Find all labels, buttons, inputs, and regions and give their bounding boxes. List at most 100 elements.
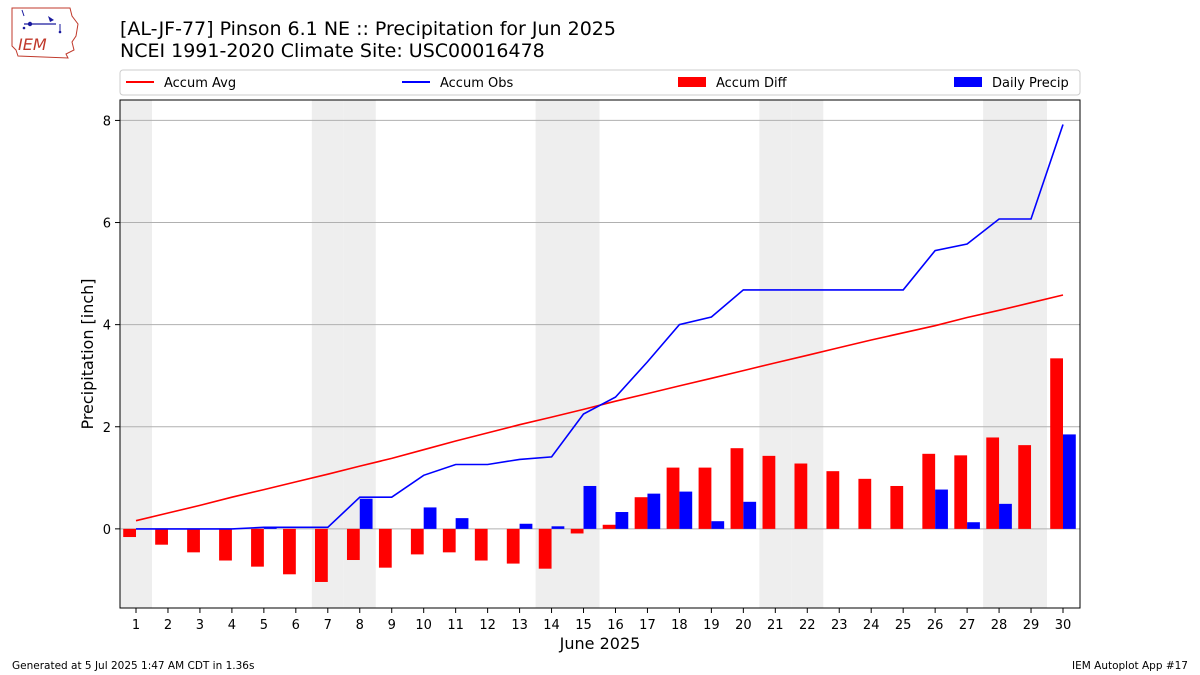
x-tick-label: 23 [831,618,848,633]
iowa-map-icon: IEM [11,7,79,59]
daily-precip-bar [423,507,437,529]
weekend-shade-band [983,100,1016,608]
x-tick-label: 2 [164,618,172,633]
x-tick-label: 26 [927,618,944,633]
accum-diff-bar [890,485,904,529]
legend-label: Daily Precip [992,76,1069,91]
legend-item: Accum Obs [402,76,513,91]
lines [135,124,1064,530]
x-axis-ticks: 1 2 3 4 5 6 7 8 9 10 11 12 13 14 15 16 17 18 19 20 21 22 23 24 2… [132,608,1071,633]
y-tick-label: 0 [103,523,111,538]
logo-text: IEM [18,35,47,54]
legend-swatch-bar [678,77,706,87]
accum-diff-bar [506,528,520,564]
weekend-shade-band [1015,100,1048,608]
daily-precip-bar [615,512,629,529]
x-tick-label: 30 [1055,618,1072,633]
weekend-shade-band [535,100,568,608]
plot-frame [119,99,1081,609]
weekend-shade-band [759,100,792,608]
x-tick-label: 17 [639,618,656,633]
daily-precip-bar [647,493,661,529]
accum-diff-bar [858,478,872,529]
x-tick-label: 14 [543,618,560,633]
daily-precip-bar [743,501,757,529]
accum-diff-bar [570,528,584,534]
x-axis-label: June 2025 [559,634,641,653]
x-tick-label: 5 [260,618,268,633]
accum-diff-bar [187,528,200,553]
x-tick-label: 11 [447,618,464,633]
x-tick-label: 25 [895,618,912,633]
weekend-shade-band [791,100,824,608]
accum-diff-bar [666,467,680,529]
chart-title: [AL-JF-77] Pinson 6.1 NE :: Precipitatio… [120,18,616,40]
accum-diff-bar [602,524,616,529]
legend-box [119,69,1081,96]
weekend-shade-band [311,100,344,608]
accum-diff-bar [986,437,1000,529]
x-tick-label: 16 [607,618,624,633]
daily-precip-bar [935,489,948,529]
accum-diff-bar [538,528,552,569]
x-tick-label: 19 [703,618,720,633]
legend-label: Accum Avg [164,76,236,91]
x-tick-label: 12 [479,618,496,633]
x-tick-label: 6 [292,618,300,633]
accum-obs-line [136,124,1064,530]
x-tick-label: 7 [324,618,332,633]
legend-label: Accum Diff [716,76,788,91]
legend: Accum Avg Accum Obs Accum Diff Daily Precip [119,69,1081,96]
generated-timestamp: Generated at 5 Jul 2025 1:47 AM CDT in 1… [12,660,255,672]
accum-diff-bar [826,471,840,529]
x-tick-label: 20 [735,618,752,633]
legend-item: Accum Diff [678,76,788,91]
daily-precip-bar [711,521,725,529]
grid-lines [120,119,1080,530]
x-tick-label: 4 [228,618,236,633]
y-tick-label: 8 [103,114,111,129]
x-tick-label: 9 [388,618,396,633]
x-tick-label: 27 [959,618,976,633]
x-tick-label: 22 [799,618,816,633]
y-tick-label: 4 [103,319,111,334]
daily-precip-bar [551,526,565,529]
x-tick-label: 1 [132,618,140,633]
accum-diff-bar [155,528,168,545]
accum-diff-bar [315,528,328,582]
accum-diff-bar [922,453,936,529]
daily-precip-bar [455,518,469,529]
y-axis-ticks: 0 2 4 6 8 [103,114,120,538]
x-tick-label: 18 [671,618,688,633]
accum-diff-bar [698,467,712,529]
legend-label: Accum Obs [440,76,513,91]
daily-precip-bar [1063,434,1076,529]
accum-diff-bar [283,528,296,575]
legend-item: Daily Precip [954,76,1069,91]
accum-diff-bar [762,455,776,529]
accum-diff-bar [1018,445,1032,529]
weekend-shade-band [120,100,152,608]
accum-diff-bar [346,528,360,561]
x-tick-label: 8 [356,618,364,633]
x-tick-label: 24 [863,618,880,633]
accum-diff-bar [219,528,232,561]
y-tick-label: 2 [103,421,111,436]
daily-precip-bar [359,498,373,529]
x-tick-label: 3 [196,618,204,633]
legend-swatch-bar [954,77,982,87]
accum-diff-bar [730,448,744,529]
accum-diff-bar [251,528,264,567]
accum-diff-bar [1050,358,1063,529]
accum-diff-bar [442,528,456,553]
iem-logo: IEM [8,6,80,60]
accum-diff-bar [474,528,488,561]
chart-title-block: [AL-JF-77] Pinson 6.1 NE :: Precipitatio… [120,18,616,62]
accum-diff-bar [794,463,808,529]
daily-precip-bar [967,522,980,529]
daily-precip-bar [679,491,693,529]
legend-item: Accum Avg [126,76,236,91]
x-tick-label: 29 [1023,618,1040,633]
accum-diff-bar [378,528,392,568]
